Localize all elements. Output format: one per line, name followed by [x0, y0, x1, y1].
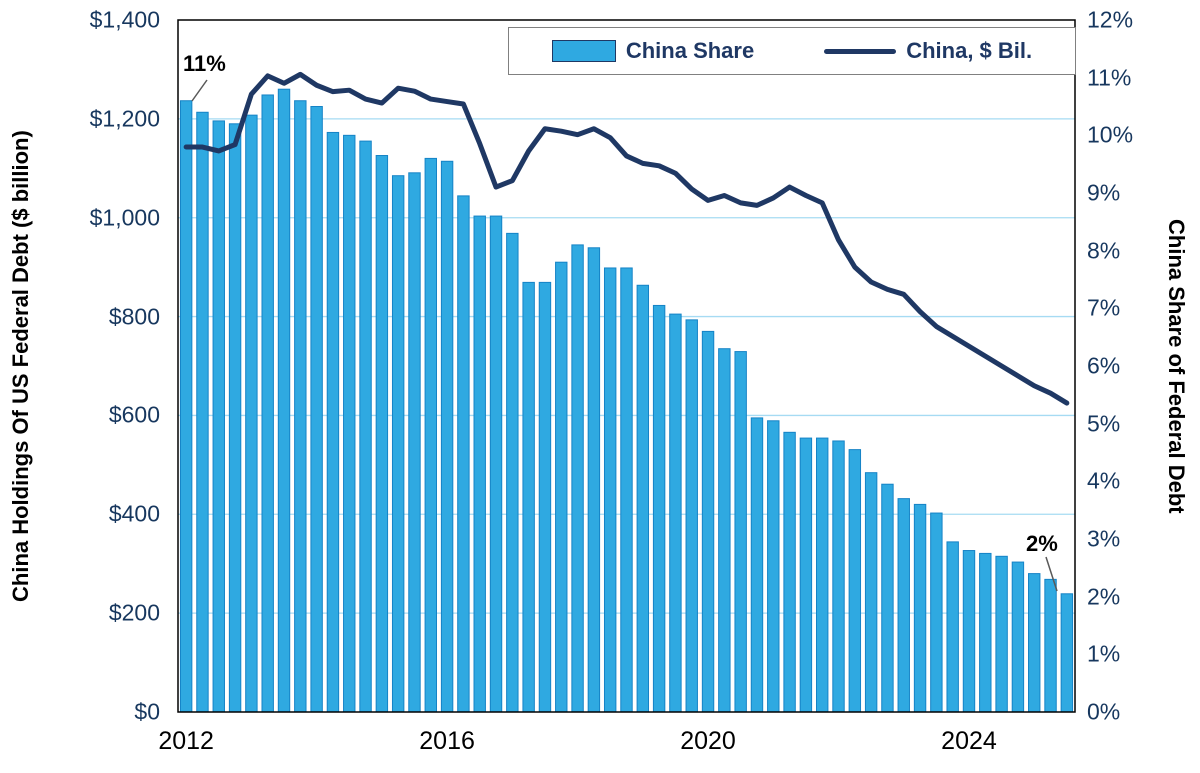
annotation-end-connector	[1045, 556, 1058, 592]
bar	[881, 483, 894, 713]
bar	[979, 552, 992, 713]
bar	[783, 431, 796, 713]
bar	[457, 195, 470, 713]
bar	[1060, 593, 1074, 713]
bar	[489, 215, 503, 713]
bar	[179, 100, 193, 713]
bar	[343, 134, 356, 713]
bar	[652, 304, 666, 713]
bar	[424, 157, 437, 713]
bar	[734, 351, 747, 713]
bar-series-swatch	[551, 40, 616, 62]
annotation-start-connector	[191, 79, 208, 102]
bar	[440, 160, 454, 713]
left-axis-title: China Holdings Of US Federal Debt ($ bil…	[8, 130, 33, 602]
plot-frame	[177, 19, 1076, 713]
bar	[962, 550, 976, 713]
right-axis-title: China Share of Federal Debt	[1164, 218, 1189, 514]
bar	[767, 420, 780, 713]
bar	[538, 281, 552, 713]
bar	[669, 313, 682, 713]
bar	[245, 114, 258, 713]
bar	[1011, 561, 1025, 713]
legend: China Share China, $ Bil.	[508, 27, 1076, 75]
bar	[718, 348, 731, 713]
line-series-swatch	[824, 48, 897, 54]
bar	[587, 247, 601, 713]
bar	[228, 123, 242, 713]
bar	[832, 440, 845, 713]
bar	[375, 155, 389, 713]
bar	[359, 140, 372, 713]
bar	[408, 172, 421, 713]
bar	[261, 94, 274, 713]
bar	[1044, 578, 1057, 713]
bar	[571, 244, 584, 713]
bar	[603, 267, 617, 713]
bar	[277, 88, 291, 713]
bar	[930, 512, 943, 713]
bar	[473, 215, 486, 713]
bar	[636, 284, 650, 713]
annotation-end-share: 2%	[1026, 531, 1058, 556]
legend-label-bar: China Share	[625, 38, 755, 63]
bar	[522, 281, 535, 713]
bar	[555, 261, 568, 713]
bar	[995, 555, 1008, 713]
bar	[750, 417, 764, 713]
bar	[506, 232, 519, 713]
bar	[848, 449, 862, 713]
bar	[196, 111, 209, 713]
bar	[897, 498, 910, 713]
bar	[946, 541, 959, 713]
bar	[799, 437, 813, 713]
annotation-start-share: 11%	[183, 51, 226, 76]
bar	[685, 319, 698, 713]
bar	[294, 100, 307, 713]
bar	[913, 503, 927, 713]
bar	[1028, 573, 1041, 713]
bar	[701, 330, 715, 713]
legend-label-line: China, $ Bil.	[906, 38, 1033, 63]
bar	[212, 120, 225, 713]
line-series	[183, 71, 1070, 406]
bar	[620, 267, 633, 713]
bar	[816, 437, 829, 713]
bar	[326, 131, 340, 713]
bar	[391, 175, 405, 713]
bar	[864, 472, 878, 713]
bar	[310, 106, 323, 713]
